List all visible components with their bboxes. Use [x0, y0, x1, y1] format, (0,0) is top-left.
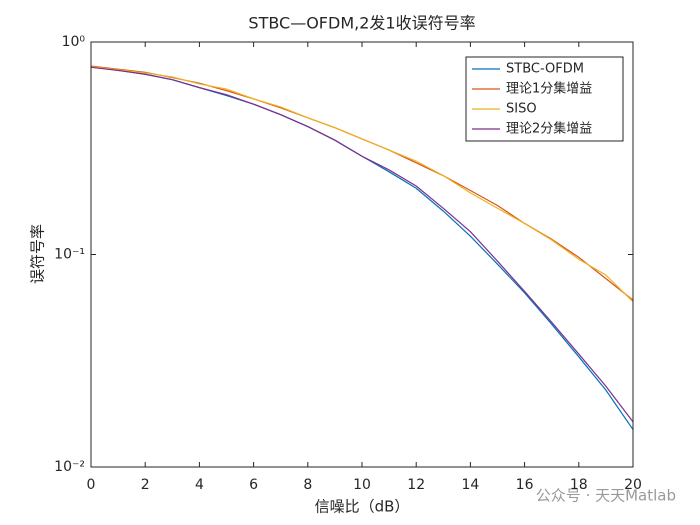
legend-box [465, 56, 624, 142]
legend-label: SISO [506, 102, 537, 117]
x-tick-label: 20 [624, 477, 642, 493]
x-tick-label: 18 [570, 477, 588, 493]
x-tick-label: 4 [195, 477, 204, 493]
x-tick-label: 10 [353, 477, 371, 493]
x-tick-label: 12 [407, 477, 425, 493]
y-tick-label: 10⁻¹ [54, 247, 85, 263]
x-tick-label: 0 [87, 477, 96, 493]
legend-label: STBC-OFDM [506, 62, 584, 77]
legend-label: 理论1分集增益 [506, 81, 592, 97]
chart-title: STBC—OFDM,2发1收误符号率 [248, 14, 475, 33]
x-axis-label: 信噪比（dB） [315, 498, 410, 516]
y-tick-label: 10⁻² [54, 459, 85, 475]
x-tick-label: 14 [461, 477, 479, 493]
x-tick-label: 2 [141, 477, 150, 493]
y-axis-label: 误符号率 [29, 224, 47, 284]
series-line [90, 66, 634, 303]
series-line [90, 66, 634, 423]
x-tick-label: 16 [516, 477, 534, 493]
y-tick-label: 10⁰ [62, 34, 86, 50]
plot-frame [90, 41, 634, 468]
legend-label: 理论2分集增益 [506, 121, 592, 137]
x-tick-label: 6 [249, 477, 258, 493]
x-tick-label: 8 [303, 477, 312, 493]
watermark: 公众号 · 天天Matlab [536, 487, 676, 505]
